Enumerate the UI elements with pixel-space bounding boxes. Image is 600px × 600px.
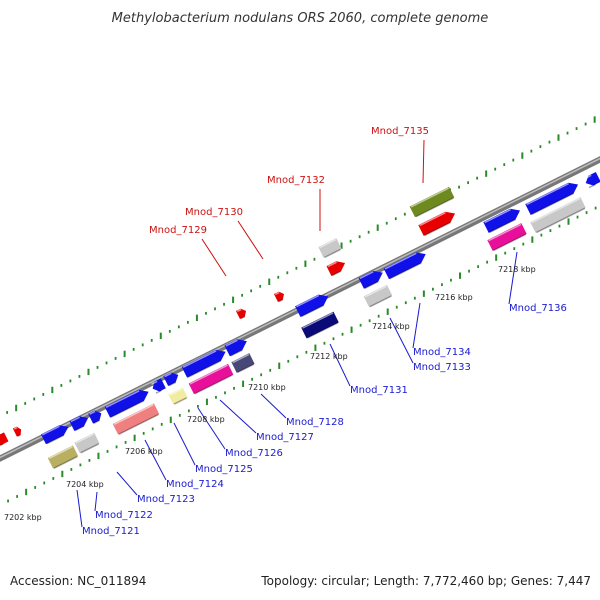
gene-label-mnod-7131: Mnod_7131 bbox=[350, 385, 408, 396]
genome-summary-text: Topology: circular; Length: 7,772,460 bp… bbox=[261, 574, 591, 588]
gene-label-mnod-7127: Mnod_7127 bbox=[256, 432, 314, 443]
gene-feature bbox=[231, 353, 255, 374]
callout-line bbox=[201, 238, 227, 277]
gene-label-mnod-7130: Mnod_7130 bbox=[185, 207, 243, 218]
gene-feature bbox=[47, 445, 79, 469]
accession-text: Accession: NC_011894 bbox=[10, 574, 147, 588]
gene-label-mnod-7132: Mnod_7132 bbox=[267, 175, 325, 186]
map-title: Methylobacterium nodulans ORS 2060, comp… bbox=[112, 11, 489, 26]
scale-label: 7218 kbp bbox=[498, 265, 536, 274]
gene-feature bbox=[69, 416, 89, 432]
gene-feature bbox=[235, 308, 247, 320]
gene-feature bbox=[12, 426, 22, 437]
gene-feature bbox=[418, 211, 456, 237]
gene-label-mnod-7133: Mnod_7133 bbox=[413, 362, 471, 373]
gene-label-mnod-7135: Mnod_7135 bbox=[371, 126, 429, 137]
callout-line bbox=[422, 139, 425, 184]
gene-feature bbox=[88, 410, 102, 424]
callout-line bbox=[173, 422, 196, 466]
scale-label: 7216 kbp bbox=[435, 293, 473, 302]
gene-label-mnod-7134: Mnod_7134 bbox=[413, 347, 471, 358]
gene-label-mnod-7128: Mnod_7128 bbox=[286, 417, 344, 428]
gene-features bbox=[0, 171, 600, 469]
callout-line bbox=[389, 317, 414, 364]
callout-line bbox=[144, 439, 167, 481]
gene-feature bbox=[363, 284, 393, 308]
gene-feature bbox=[318, 238, 342, 259]
gene-feature bbox=[41, 425, 69, 445]
gene-label-mnod-7126: Mnod_7126 bbox=[225, 448, 283, 459]
gene-feature bbox=[224, 339, 247, 357]
scale-labels: 7202 kbp 7204 kbp 7206 kbp 7208 kbp 7210 kbp… bbox=[4, 265, 536, 522]
gene-label-mnod-7129: Mnod_7129 bbox=[149, 225, 207, 236]
callout-line bbox=[260, 393, 287, 419]
gene-label-mnod-7124: Mnod_7124 bbox=[166, 479, 224, 490]
callout-line bbox=[116, 471, 138, 496]
gene-feature bbox=[584, 171, 600, 189]
gene-feature bbox=[151, 378, 166, 394]
callout-line bbox=[412, 302, 421, 349]
scale-label: 7202 kbp bbox=[4, 513, 42, 522]
gene-feature bbox=[295, 294, 329, 318]
gene-feature bbox=[163, 372, 179, 387]
gene-label-mnod-7125: Mnod_7125 bbox=[195, 464, 253, 475]
gene-feature bbox=[273, 291, 285, 303]
scale-label: 7206 kbp bbox=[125, 447, 163, 456]
gene-feature bbox=[301, 311, 339, 339]
callout-line bbox=[508, 251, 518, 305]
gene-feature bbox=[74, 432, 100, 454]
callout-line bbox=[329, 343, 351, 387]
gene-feature bbox=[358, 270, 383, 289]
gene-feature bbox=[530, 197, 586, 234]
gene-label-mnod-7123: Mnod_7123 bbox=[137, 494, 195, 505]
scale-label: 7214 kbp bbox=[372, 322, 410, 331]
gene-label-mnod-7136: Mnod_7136 bbox=[509, 303, 567, 314]
gene-feature bbox=[0, 432, 9, 448]
gene-feature bbox=[326, 261, 346, 277]
callout-line bbox=[197, 407, 226, 450]
gene-feature bbox=[188, 363, 234, 395]
gene-feature bbox=[168, 387, 188, 405]
gene-label-mnod-7122: Mnod_7122 bbox=[95, 510, 153, 521]
gene-feature bbox=[487, 223, 527, 252]
gene-feature bbox=[483, 208, 521, 234]
callout-line bbox=[76, 489, 83, 528]
callout-line bbox=[219, 399, 257, 434]
gene-callouts: Mnod_7121 Mnod_7122 Mnod_7123 Mnod_7124 Mnod… bbox=[76, 126, 567, 537]
gene-feature bbox=[181, 349, 226, 378]
gene-feature bbox=[383, 252, 426, 280]
callout-line bbox=[237, 220, 264, 260]
gene-label-mnod-7121: Mnod_7121 bbox=[82, 526, 140, 537]
scale-label: 7212 kbp bbox=[310, 352, 348, 361]
gene-feature bbox=[104, 389, 149, 418]
scale-tracks bbox=[6, 116, 597, 503]
gene-feature bbox=[112, 403, 160, 435]
scale-label: 7210 kbp bbox=[248, 383, 286, 392]
gene-feature bbox=[525, 182, 579, 216]
callout-line bbox=[94, 491, 98, 512]
gene-feature bbox=[409, 186, 455, 218]
scale-label: 7208 kbp bbox=[187, 415, 225, 424]
scale-label: 7204 kbp bbox=[66, 480, 104, 489]
